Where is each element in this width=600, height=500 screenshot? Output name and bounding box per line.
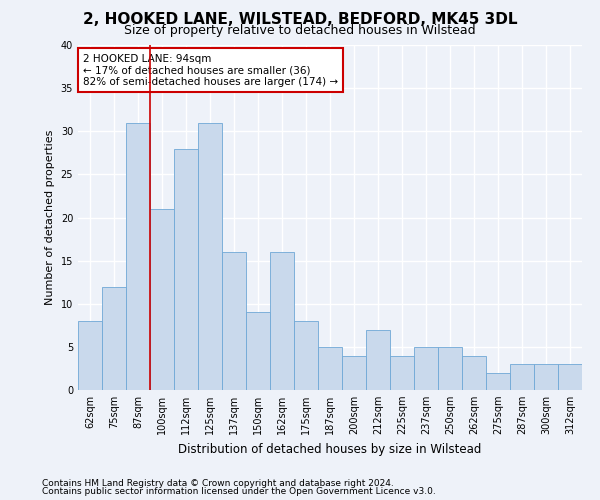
Bar [342, 356, 366, 390]
Text: Contains public sector information licensed under the Open Government Licence v3: Contains public sector information licen… [42, 487, 436, 496]
X-axis label: Distribution of detached houses by size in Wilstead: Distribution of detached houses by size … [178, 442, 482, 456]
Bar [558, 364, 582, 390]
Text: 2, HOOKED LANE, WILSTEAD, BEDFORD, MK45 3DL: 2, HOOKED LANE, WILSTEAD, BEDFORD, MK45 … [83, 12, 517, 28]
Bar [534, 364, 558, 390]
Bar [222, 252, 246, 390]
Bar [150, 209, 174, 390]
Bar [318, 347, 342, 390]
Bar [126, 122, 150, 390]
Bar [438, 347, 462, 390]
Text: 2 HOOKED LANE: 94sqm
← 17% of detached houses are smaller (36)
82% of semi-detac: 2 HOOKED LANE: 94sqm ← 17% of detached h… [83, 54, 338, 87]
Bar [462, 356, 486, 390]
Bar [486, 373, 510, 390]
Text: Size of property relative to detached houses in Wilstead: Size of property relative to detached ho… [124, 24, 476, 37]
Bar [246, 312, 270, 390]
Bar [198, 122, 222, 390]
Bar [270, 252, 294, 390]
Bar [294, 321, 318, 390]
Bar [366, 330, 390, 390]
Text: Contains HM Land Registry data © Crown copyright and database right 2024.: Contains HM Land Registry data © Crown c… [42, 478, 394, 488]
Bar [510, 364, 534, 390]
Bar [174, 148, 198, 390]
Bar [78, 321, 102, 390]
Bar [102, 286, 126, 390]
Y-axis label: Number of detached properties: Number of detached properties [45, 130, 55, 305]
Bar [414, 347, 438, 390]
Bar [390, 356, 414, 390]
